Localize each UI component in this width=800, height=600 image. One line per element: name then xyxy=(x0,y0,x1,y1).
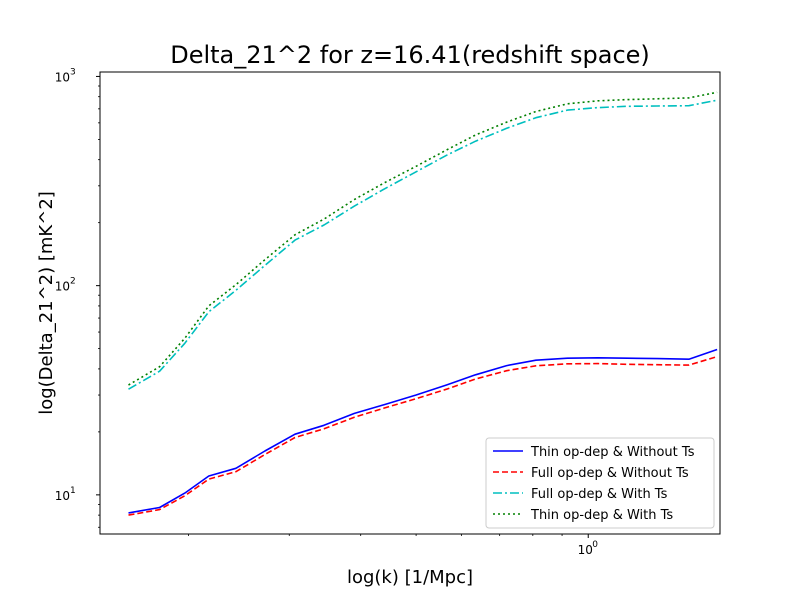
legend: Thin op-dep & Without Ts Full op-dep & Wi… xyxy=(485,437,715,529)
y-tick-label: 10 xyxy=(55,280,70,294)
series-line-3 xyxy=(128,99,718,390)
y-tick-label: 10 xyxy=(55,489,70,503)
series-line-4 xyxy=(128,91,718,386)
y-tick-label: 10 xyxy=(55,70,70,84)
legend-label-2: Full op-dep & Without Ts xyxy=(531,466,689,481)
x-axis-label: log(k) [1/Mpc] xyxy=(347,567,473,588)
axis-ticks: 10 110 210 310 0 xyxy=(55,67,599,557)
y-axis-label: log(Delta_21^2) [mK^2] xyxy=(36,191,57,415)
legend-label-1: Thin op-dep & Without Ts xyxy=(530,445,695,460)
legend-entries: Thin op-dep & Without Ts Full op-dep & Wi… xyxy=(493,445,695,523)
x-tick-label-exponent: 0 xyxy=(592,540,598,550)
series-layer xyxy=(128,91,718,516)
chart-title: Delta_21^2 for z=16.41(redshift space) xyxy=(170,41,650,69)
y-tick-label-exponent: 3 xyxy=(70,67,76,77)
series-line-1 xyxy=(128,348,718,514)
x-tick-label: 10 xyxy=(578,543,593,557)
plot-frame xyxy=(99,71,721,535)
legend-label-3: Full op-dep & With Ts xyxy=(531,487,668,502)
y-tick-label-exponent: 2 xyxy=(70,277,76,287)
legend-label-4: Thin op-dep & With Ts xyxy=(530,508,673,523)
y-tick-label-exponent: 1 xyxy=(70,486,76,496)
legend-box xyxy=(485,437,715,529)
